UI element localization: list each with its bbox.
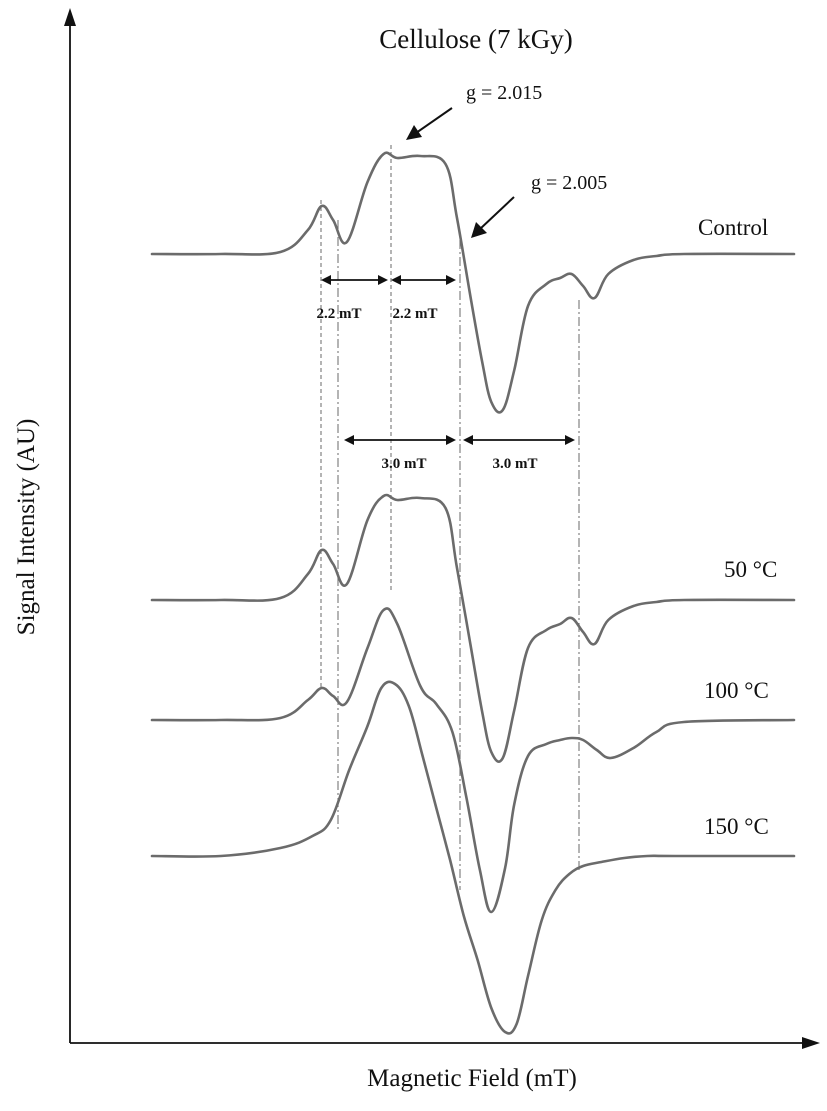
spectrum-50c — [150, 493, 796, 763]
spectrum-150c — [150, 680, 796, 1035]
split-arrow-3 — [344, 435, 456, 445]
series-label-100c: 100 °C — [704, 678, 769, 703]
g-label-2015: g = 2.015 — [466, 82, 542, 104]
split-label-3: 3.0 mT — [382, 456, 427, 472]
spectrum-100c — [150, 607, 796, 914]
g-label-2005: g = 2.005 — [531, 172, 607, 194]
split-arrow-4 — [463, 435, 575, 445]
y-axis-arrowhead — [64, 8, 76, 26]
series-label-50c: 50 °C — [724, 557, 777, 582]
chart-title: Cellulose (7 kGy) — [379, 24, 572, 54]
split-label-4: 3.0 mT — [493, 456, 538, 472]
y-axis-title: Signal Intensity (AU) — [13, 419, 40, 636]
g-annotations: g = 2.015 g = 2.005 — [406, 82, 607, 238]
g-arrow-1 — [415, 107, 453, 134]
split-arrow-2 — [391, 275, 456, 285]
split-label-1: 2.2 mT — [317, 306, 362, 322]
spectrum-control — [150, 151, 796, 414]
splitting-markers: 2.2 mT 2.2 mT 3.0 mT 3.0 mT — [317, 275, 575, 472]
split-arrow-1 — [321, 275, 388, 285]
spectra-curves — [150, 151, 796, 1035]
g-arrowhead-2 — [471, 222, 487, 238]
series-label-150c: 150 °C — [704, 814, 769, 839]
split-label-2: 2.2 mT — [393, 306, 438, 322]
series-label-control: Control — [698, 215, 768, 240]
x-axis-title: Magnetic Field (mT) — [367, 1065, 577, 1092]
axes — [64, 8, 820, 1049]
g-arrow-2 — [479, 196, 515, 230]
g-arrowhead-1 — [406, 125, 422, 140]
x-axis-arrowhead — [802, 1037, 820, 1049]
guide-lines — [320, 145, 580, 890]
